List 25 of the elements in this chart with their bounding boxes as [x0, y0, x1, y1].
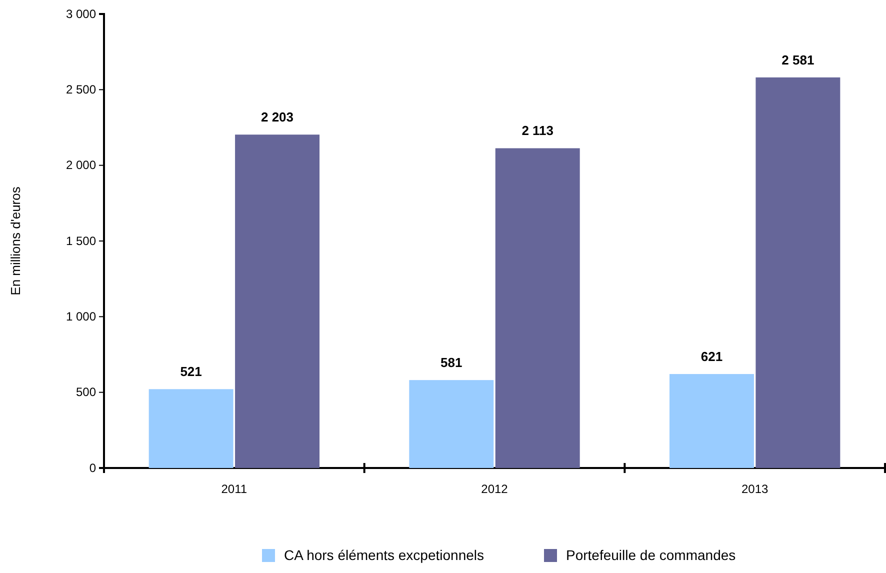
- bar: [669, 374, 754, 468]
- legend-label: CA hors éléments excpetionnels: [284, 547, 484, 563]
- y-tick-label: 500: [76, 385, 96, 400]
- x-tick-label: 2011: [221, 482, 248, 496]
- y-tick-label: 2 500: [66, 82, 96, 97]
- bar: [756, 77, 840, 468]
- data-label: 2 113: [522, 123, 554, 138]
- y-axis-title: En millions d'euros: [8, 186, 23, 296]
- y-tick-label: 0: [89, 460, 96, 475]
- y-tick-label: 2 000: [66, 158, 96, 172]
- y-tick-label: 1 000: [66, 310, 96, 324]
- bar: [235, 134, 320, 468]
- x-tick-label: 2013: [741, 482, 769, 496]
- data-label: 581: [440, 355, 462, 370]
- bar: [409, 380, 494, 468]
- legend-label: Portefeuille de commandes: [566, 547, 736, 563]
- data-label: 621: [700, 349, 723, 364]
- data-label: 521: [180, 364, 202, 380]
- data-label: 2 203: [260, 110, 294, 125]
- x-tick-label: 2012: [481, 482, 508, 496]
- bar: [148, 389, 234, 468]
- bar: [495, 148, 580, 468]
- data-label: 2 581: [782, 52, 814, 68]
- y-tick-label: 1 500: [66, 234, 96, 248]
- y-tick-label: 3 000: [66, 6, 96, 21]
